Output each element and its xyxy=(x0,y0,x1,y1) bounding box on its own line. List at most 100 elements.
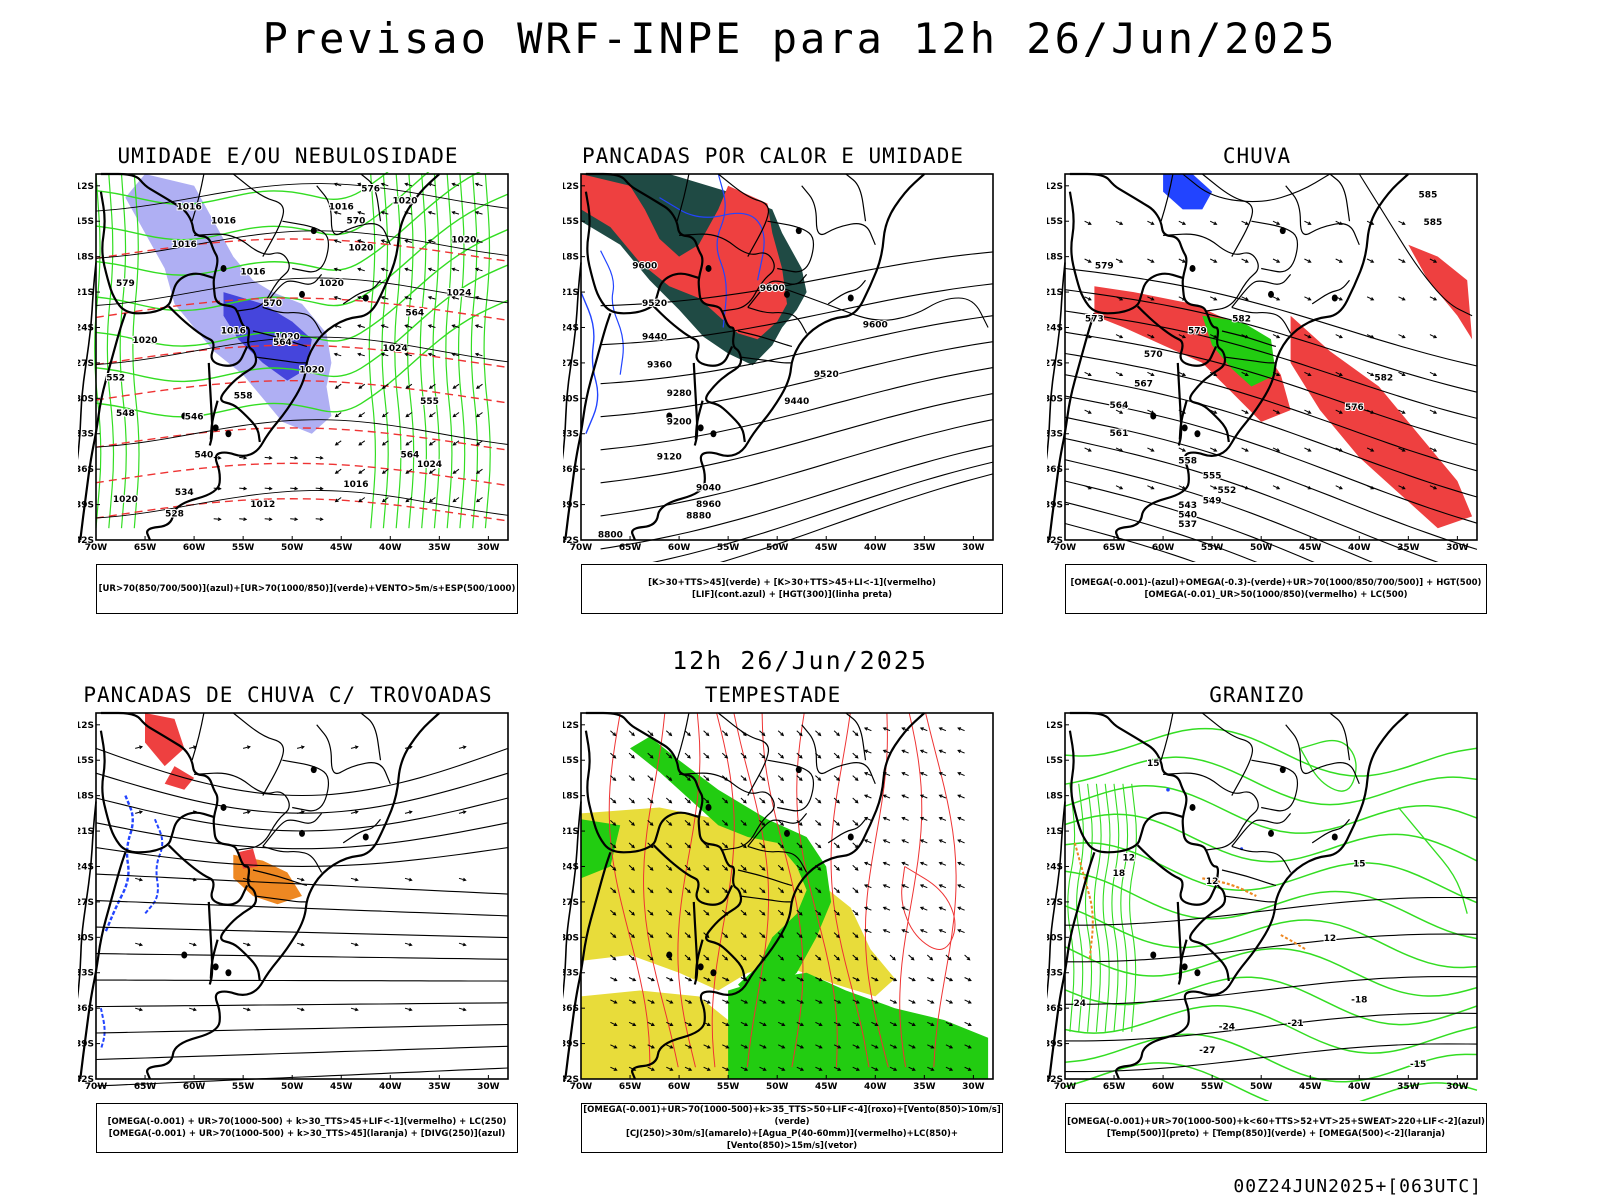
contour-label: 1020 xyxy=(133,336,158,346)
contour-label: 1020 xyxy=(275,332,300,342)
state-border xyxy=(845,173,867,222)
contour-label: 528 xyxy=(165,509,184,519)
wind-vector xyxy=(239,486,248,491)
x-tick-label: 35W xyxy=(428,1082,451,1092)
wind-vector xyxy=(1304,371,1312,376)
x-tick-label: 45W xyxy=(330,543,353,553)
wind-vector xyxy=(833,797,840,804)
lake-marker xyxy=(847,833,854,841)
wind-vector xyxy=(919,816,928,821)
wind-vector xyxy=(647,887,654,894)
contour-label: 1012 xyxy=(250,500,275,510)
wind-vector xyxy=(684,977,693,982)
y-tick-label: 30S xyxy=(1047,933,1063,943)
wind-vector xyxy=(452,412,460,418)
wind-vector xyxy=(901,884,909,889)
streamline-arrow xyxy=(296,745,305,750)
wind-vector xyxy=(628,864,635,871)
country-border xyxy=(99,730,215,854)
x-tick-label: 60W xyxy=(1152,543,1175,553)
wind-vector xyxy=(919,839,928,844)
wind-vector xyxy=(684,797,691,804)
wind-vector xyxy=(945,1066,954,1071)
wind-vector xyxy=(264,517,273,522)
wind-vector xyxy=(1429,258,1438,263)
streamline-arrow xyxy=(350,1007,359,1012)
wind-vector xyxy=(938,884,947,889)
wind-vector xyxy=(740,820,747,826)
x-tick-label: 40W xyxy=(1348,543,1371,553)
wind-vector xyxy=(475,412,483,418)
wind-vector xyxy=(919,727,928,732)
y-tick-label: 24S xyxy=(563,862,579,872)
wind-vector xyxy=(404,267,413,272)
x-tick-label: 50W xyxy=(1250,1082,1273,1092)
state-border xyxy=(739,895,791,903)
wind-vector xyxy=(665,820,673,826)
x-tick-label: 35W xyxy=(1397,543,1420,553)
wind-vector xyxy=(1115,220,1124,225)
contour-label: 582 xyxy=(1374,374,1393,384)
wind-vector xyxy=(451,324,460,328)
temp500-contour xyxy=(1064,1043,1478,1073)
hgt500-contour xyxy=(1064,459,1374,562)
contour-label: 570 xyxy=(1144,350,1163,360)
lake-marker xyxy=(1150,412,1157,420)
wind-vector xyxy=(1304,220,1312,225)
contour-label: 546 xyxy=(185,413,204,423)
temp850-contour xyxy=(1064,842,1478,904)
wind-vector xyxy=(474,267,483,272)
contour-label: 18 xyxy=(1113,869,1126,879)
state-border xyxy=(739,356,791,364)
y-tick-label: 18S xyxy=(563,253,579,263)
y-tick-label: 15S xyxy=(78,756,94,766)
wind-vector xyxy=(740,864,747,871)
wind-vector xyxy=(451,211,460,215)
country-border xyxy=(167,305,249,367)
wind-vector xyxy=(852,887,859,894)
wind-vector xyxy=(1398,258,1406,263)
legend-line: [OMEGA(-0.01)_UR>50(1000/850)(vermelho) … xyxy=(1144,590,1408,600)
country-border xyxy=(585,172,746,443)
lake-marker xyxy=(795,766,802,774)
y-tick-label: 21S xyxy=(563,827,579,837)
x-tick-label: 60W xyxy=(668,1082,691,1092)
wind-vector xyxy=(380,352,389,357)
legend-line: [OMEGA(-0.001)+UR>70(1000-500)+k>35_TTS>… xyxy=(583,1105,1001,1127)
wind-vector xyxy=(777,842,785,849)
contour-label: -21 xyxy=(1287,1019,1303,1029)
y-tick-label: 36S xyxy=(563,465,579,475)
wind-vector xyxy=(927,1066,935,1071)
wind-vector xyxy=(722,1066,730,1071)
wind-vector xyxy=(1429,409,1438,414)
map-frame xyxy=(1064,712,1478,1080)
wind-vector xyxy=(777,775,785,782)
precipitable-water-contour xyxy=(864,712,889,1068)
wind-vector xyxy=(777,820,785,826)
humidity-low-contour xyxy=(95,299,509,418)
wind-vector xyxy=(684,954,691,961)
contour-label: 1020 xyxy=(299,365,324,375)
state-border xyxy=(262,813,323,847)
lake-marker xyxy=(1279,227,1286,235)
wind-vector xyxy=(647,1044,655,1049)
wind-vector xyxy=(815,887,822,894)
omega-weak-area xyxy=(1163,174,1213,210)
temp850-contour xyxy=(1064,905,1478,969)
wind-vector xyxy=(404,239,413,243)
wind-vector xyxy=(815,1044,823,1049)
temp850-contour xyxy=(1076,783,1084,1032)
legend-box: [OMEGA(-0.001)-(azul)+OMEGA(-0.3)-(verde… xyxy=(1065,564,1487,614)
y-tick-label: 24S xyxy=(78,323,94,333)
y-tick-label: 12S xyxy=(78,182,94,192)
x-tick-label: 30W xyxy=(1446,543,1469,553)
wind-vector xyxy=(684,752,691,759)
state-border xyxy=(1231,845,1292,873)
wind-vector xyxy=(777,752,785,759)
lake-marker xyxy=(1181,963,1188,971)
wind-vector xyxy=(380,267,389,272)
lif-contour xyxy=(716,173,727,328)
contour-label: 12 xyxy=(1122,854,1135,864)
y-tick-label: 33S xyxy=(1047,430,1063,440)
wind-vector xyxy=(759,1021,767,1026)
